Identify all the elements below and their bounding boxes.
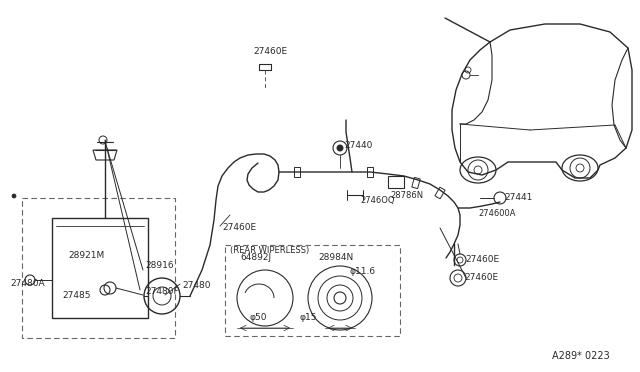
Text: 28921M: 28921M <box>68 250 104 260</box>
Text: 27480F: 27480F <box>145 288 179 296</box>
Text: 27460E: 27460E <box>222 224 256 232</box>
Text: (REAR WIPERLESS): (REAR WIPERLESS) <box>230 246 309 254</box>
Text: 274600A: 274600A <box>478 209 515 218</box>
Text: φ50: φ50 <box>249 314 266 323</box>
Text: φ15: φ15 <box>300 314 317 323</box>
Text: A289* 0223: A289* 0223 <box>552 351 610 361</box>
Text: 27480: 27480 <box>182 282 211 291</box>
Text: 28984N: 28984N <box>318 253 353 263</box>
Circle shape <box>337 145 343 151</box>
Text: φ11.6: φ11.6 <box>350 267 376 276</box>
Text: 28916: 28916 <box>145 262 173 270</box>
Text: 28786N: 28786N <box>390 190 423 199</box>
Text: 64892J: 64892J <box>240 253 271 263</box>
Text: 27460E: 27460E <box>465 256 499 264</box>
Text: 27441: 27441 <box>504 193 532 202</box>
Text: 27485: 27485 <box>62 292 90 301</box>
Text: 27460E: 27460E <box>253 48 287 57</box>
Text: 2746OQ: 2746OQ <box>360 196 394 205</box>
Circle shape <box>12 194 16 198</box>
Text: 27440: 27440 <box>344 141 372 150</box>
Text: 27460E: 27460E <box>464 273 498 282</box>
Text: 27480A: 27480A <box>10 279 45 289</box>
